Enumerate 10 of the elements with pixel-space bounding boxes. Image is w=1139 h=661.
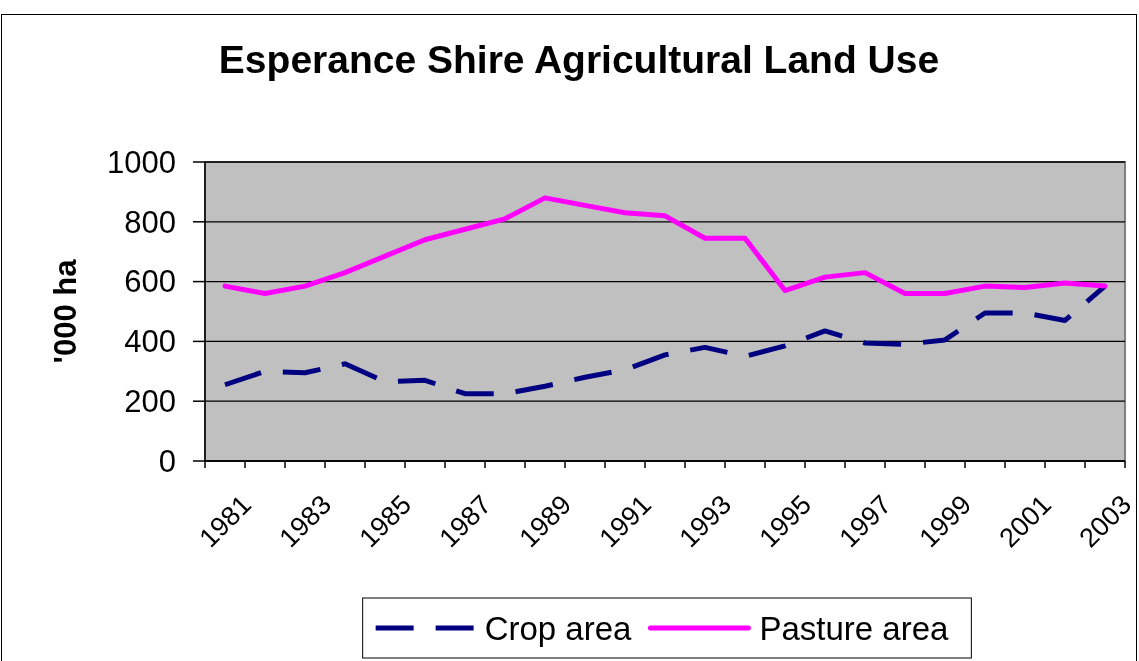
y-tick-label: 200 (124, 384, 176, 420)
y-tick-label: 400 (124, 324, 176, 360)
legend-label: Pasture area (759, 609, 949, 647)
y-tick-label: 800 (124, 204, 176, 240)
legend-label: Crop area (484, 609, 633, 647)
y-tick-label: 0 (158, 443, 176, 479)
chart-title: Esperance Shire Agricultural Land Use (218, 38, 940, 81)
y-tick-label: 600 (124, 264, 176, 300)
y-tick-label: 1000 (107, 144, 176, 180)
y-axis-title: '000 ha (47, 258, 83, 364)
